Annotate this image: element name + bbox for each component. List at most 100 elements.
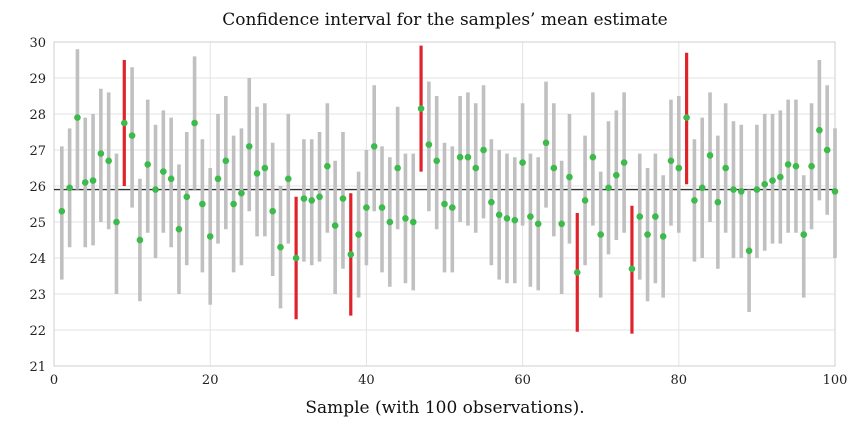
x-tick-label: 100 bbox=[823, 373, 848, 388]
mean-point bbox=[191, 119, 198, 127]
mean-point bbox=[285, 175, 292, 183]
mean-point bbox=[292, 254, 300, 262]
mean-point bbox=[253, 170, 261, 177]
mean-point bbox=[152, 186, 159, 193]
mean-point bbox=[433, 157, 440, 165]
mean-point bbox=[534, 220, 542, 228]
mean-point bbox=[620, 159, 628, 166]
mean-point bbox=[261, 164, 269, 172]
mean-point bbox=[542, 139, 550, 147]
mean-point bbox=[800, 231, 808, 238]
y-tick-label: 22 bbox=[29, 324, 46, 339]
mean-point bbox=[730, 186, 737, 193]
x-tick-label: 40 bbox=[358, 373, 375, 388]
mean-point bbox=[652, 213, 659, 220]
y-tick-label: 28 bbox=[29, 108, 46, 123]
mean-point bbox=[519, 159, 526, 166]
mean-point bbox=[714, 198, 722, 206]
mean-point bbox=[206, 233, 214, 240]
x-axis-ticks: 0 20 40 60 80 100 bbox=[50, 373, 848, 388]
mean-point bbox=[230, 200, 237, 208]
mean-point bbox=[199, 200, 206, 208]
y-tick-label: 26 bbox=[29, 180, 46, 195]
mean-point bbox=[745, 247, 753, 255]
mean-point bbox=[97, 150, 105, 157]
mean-point bbox=[386, 218, 394, 226]
mean-point bbox=[441, 200, 448, 208]
mean-point bbox=[58, 207, 66, 215]
mean-point bbox=[581, 197, 589, 204]
mean-point bbox=[511, 216, 519, 224]
mean-point bbox=[409, 218, 417, 226]
mean-point bbox=[308, 197, 316, 204]
mean-point bbox=[66, 184, 73, 192]
mean-point bbox=[573, 269, 581, 276]
mean-point bbox=[456, 153, 464, 161]
mean-point bbox=[74, 114, 81, 121]
mean-point bbox=[597, 231, 604, 238]
mean-point bbox=[120, 119, 128, 127]
x-tick-label: 0 bbox=[50, 373, 58, 388]
mean-point bbox=[769, 177, 776, 184]
y-tick-label: 24 bbox=[29, 252, 46, 267]
mean-point bbox=[636, 213, 644, 220]
mean-point bbox=[761, 180, 769, 188]
mean-point bbox=[81, 179, 89, 186]
mean-point bbox=[566, 173, 573, 181]
mean-point bbox=[605, 184, 612, 192]
x-tick-label: 80 bbox=[671, 373, 688, 388]
mean-point bbox=[128, 132, 136, 139]
mean-point bbox=[722, 164, 729, 172]
mean-point bbox=[449, 204, 456, 211]
chart-title: Confidence interval for the samples’ mea… bbox=[222, 10, 667, 30]
y-tick-label: 27 bbox=[29, 144, 46, 159]
mean-point bbox=[417, 105, 425, 112]
mean-point bbox=[144, 161, 152, 168]
mean-point bbox=[105, 157, 112, 165]
mean-point bbox=[644, 231, 651, 238]
mean-point bbox=[339, 195, 347, 202]
mean-point bbox=[175, 225, 183, 233]
mean-point bbox=[89, 177, 97, 184]
x-tick-label: 60 bbox=[514, 373, 531, 388]
mean-point bbox=[316, 193, 323, 201]
mean-point bbox=[628, 265, 636, 273]
mean-point bbox=[331, 222, 339, 229]
mean-point bbox=[324, 162, 331, 170]
mean-point bbox=[667, 157, 675, 165]
mean-point bbox=[691, 197, 698, 204]
mean-point bbox=[659, 233, 667, 240]
x-tick-label: 20 bbox=[202, 373, 219, 388]
y-tick-label: 21 bbox=[29, 360, 46, 375]
mean-point bbox=[495, 211, 503, 219]
mean-point bbox=[425, 141, 433, 148]
mean-point bbox=[378, 204, 386, 211]
mean-point bbox=[160, 168, 167, 175]
mean-point bbox=[472, 164, 480, 172]
mean-point bbox=[777, 173, 784, 181]
mean-point bbox=[347, 251, 355, 258]
mean-point bbox=[136, 236, 144, 244]
mean-point bbox=[488, 198, 495, 206]
mean-point bbox=[792, 162, 800, 170]
mean-point bbox=[784, 161, 792, 168]
y-tick-label: 30 bbox=[29, 36, 46, 51]
x-axis-label: Sample (with 100 observations). bbox=[305, 398, 584, 418]
mean-point bbox=[113, 218, 120, 226]
mean-point bbox=[550, 164, 558, 172]
y-axis-ticks: 21 22 23 24 25 26 27 28 29 30 bbox=[29, 36, 46, 375]
sample-means bbox=[58, 105, 839, 276]
mean-point bbox=[675, 164, 683, 172]
mean-point bbox=[480, 146, 487, 154]
mean-point bbox=[269, 207, 276, 215]
mean-point bbox=[831, 188, 839, 195]
mean-point bbox=[464, 153, 472, 161]
mean-point bbox=[222, 157, 230, 165]
mean-point bbox=[402, 215, 409, 222]
mean-point bbox=[613, 171, 620, 179]
mean-point bbox=[558, 220, 565, 228]
mean-point bbox=[394, 164, 401, 172]
mean-point bbox=[589, 153, 597, 161]
mean-point bbox=[706, 152, 714, 159]
